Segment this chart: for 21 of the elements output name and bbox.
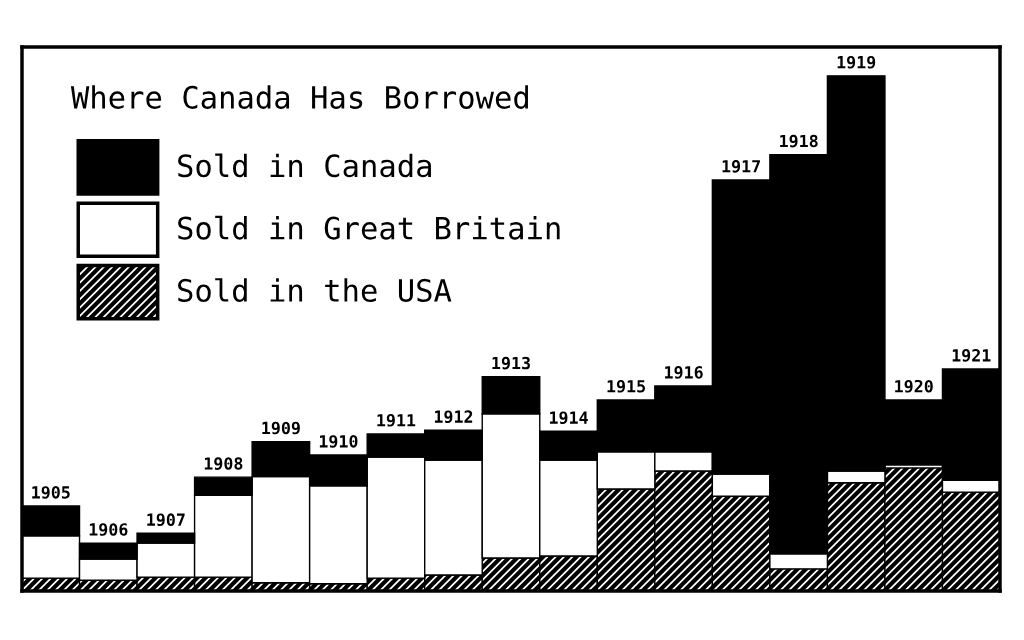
- legend-label: Sold in Canada: [178, 153, 431, 178]
- x-tick-label: 1921: [952, 349, 991, 362]
- x-tick-label: 1905: [32, 486, 70, 499]
- x-tick-label: 1907: [147, 513, 185, 527]
- legend-label: Sold in Great Britain: [178, 215, 560, 240]
- x-tick-label: 1918: [780, 134, 818, 148]
- x-tick-label: 1916: [665, 366, 703, 379]
- x-tick-label: 1910: [319, 435, 358, 448]
- x-tick-label: 1917: [722, 160, 760, 173]
- x-tick-label: 1915: [607, 380, 645, 393]
- chart-title: Where Canada Has Borrowed: [70, 85, 528, 109]
- x-tick-label: 1912: [434, 410, 473, 423]
- x-tick-label: 1920: [895, 379, 933, 393]
- x-tick-label: 1914: [549, 411, 588, 425]
- x-tick-label: 1906: [89, 523, 128, 536]
- x-tick-label: 1911: [377, 414, 416, 427]
- x-tick-label: 1908: [204, 457, 243, 470]
- legend-label: Sold in the USA: [178, 278, 452, 302]
- x-tick-label: 1913: [492, 356, 530, 370]
- x-tick-label: 1919: [837, 56, 876, 69]
- x-tick-label: 1909: [262, 421, 300, 435]
